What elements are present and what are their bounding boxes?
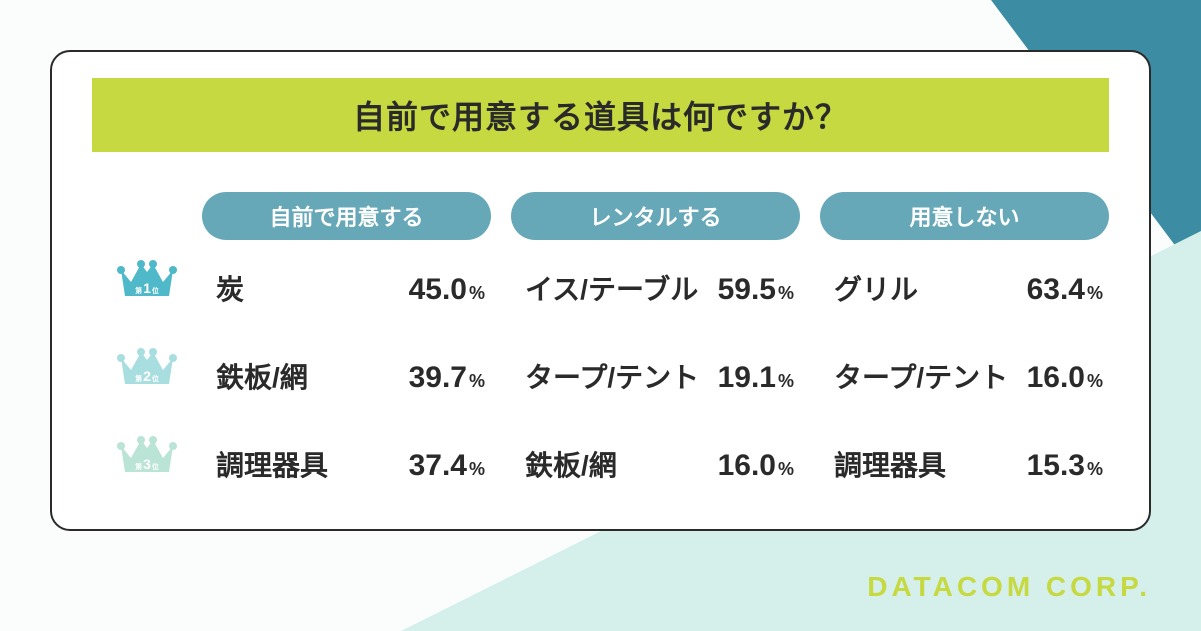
- data-columns: 自前で用意する 炭 45.0 % 鉄板/網 39.7 % 調理器具 37.4 %…: [202, 192, 1109, 532]
- percent-sign: %: [1087, 283, 1103, 304]
- percent-sign: %: [469, 283, 485, 304]
- data-row: タープ/テント 16.0 %: [820, 356, 1109, 444]
- item-name: イス/テーブル: [525, 268, 698, 308]
- item-percent: 37.4 %: [409, 449, 485, 483]
- rank-suffix: 位: [152, 374, 159, 384]
- data-row: 炭 45.0 %: [202, 268, 491, 356]
- percent-sign: %: [469, 371, 485, 392]
- rank-prefix: 第: [135, 286, 142, 296]
- item-name: 鉄板/網: [216, 356, 308, 396]
- data-column-0: 自前で用意する 炭 45.0 % 鉄板/網 39.7 % 調理器具 37.4 %: [202, 192, 491, 532]
- rank-crown-2: 第 2 位: [115, 340, 179, 390]
- card-title: 自前で用意する道具は何ですか？: [92, 78, 1109, 152]
- rank-column: 第 1 位 第 2 位 第 3 位: [92, 192, 202, 478]
- rank-suffix: 位: [152, 286, 159, 296]
- percent-value: 63.4: [1027, 273, 1085, 307]
- rank-label: 第 3 位: [135, 456, 159, 472]
- item-percent: 16.0 %: [1027, 361, 1103, 395]
- data-column-1: レンタルする イス/テーブル 59.5 % タープ/テント 19.1 % 鉄板/…: [511, 192, 800, 532]
- percent-value: 59.5: [718, 273, 776, 307]
- percent-sign: %: [778, 371, 794, 392]
- item-name: 調理器具: [216, 444, 328, 484]
- item-percent: 45.0 %: [409, 273, 485, 307]
- rank-suffix: 位: [152, 462, 159, 472]
- item-percent: 19.1 %: [718, 361, 794, 395]
- infographic-card: 自前で用意する道具は何ですか？ 第 1 位 第 2 位: [50, 50, 1151, 531]
- item-name: タープ/テント: [834, 356, 1008, 396]
- percent-value: 19.1: [718, 361, 776, 395]
- percent-value: 15.3: [1027, 449, 1085, 483]
- percent-value: 16.0: [718, 449, 776, 483]
- item-percent: 39.7 %: [409, 361, 485, 395]
- column-header: 用意しない: [820, 192, 1109, 240]
- column-header: レンタルする: [511, 192, 800, 240]
- data-row: 鉄板/網 16.0 %: [511, 444, 800, 532]
- percent-sign: %: [778, 459, 794, 480]
- item-percent: 59.5 %: [718, 273, 794, 307]
- percent-sign: %: [469, 459, 485, 480]
- rank-label: 第 2 位: [135, 368, 159, 384]
- percent-value: 16.0: [1027, 361, 1085, 395]
- column-header: 自前で用意する: [202, 192, 491, 240]
- item-percent: 16.0 %: [718, 449, 794, 483]
- rank-number: 1: [143, 280, 151, 296]
- rank-prefix: 第: [135, 462, 142, 472]
- rank-number: 3: [143, 456, 151, 472]
- data-row: 調理器具 15.3 %: [820, 444, 1109, 532]
- data-row: 調理器具 37.4 %: [202, 444, 491, 532]
- item-name: グリル: [834, 268, 918, 308]
- data-row: グリル 63.4 %: [820, 268, 1109, 356]
- data-row: 鉄板/網 39.7 %: [202, 356, 491, 444]
- rank-label: 第 1 位: [135, 280, 159, 296]
- company-logo: DATACOM CORP.: [867, 571, 1151, 603]
- percent-value: 39.7: [409, 361, 467, 395]
- percent-value: 37.4: [409, 449, 467, 483]
- data-column-2: 用意しない グリル 63.4 % タープ/テント 16.0 % 調理器具 15.…: [820, 192, 1109, 532]
- rank-prefix: 第: [135, 374, 142, 384]
- item-name: 調理器具: [834, 444, 946, 484]
- rank-crown-1: 第 1 位: [115, 252, 179, 302]
- card-content: 第 1 位 第 2 位 第 3 位 自前で用意する 炭: [92, 192, 1109, 532]
- percent-sign: %: [778, 283, 794, 304]
- data-row: イス/テーブル 59.5 %: [511, 268, 800, 356]
- percent-value: 45.0: [409, 273, 467, 307]
- percent-sign: %: [1087, 459, 1103, 480]
- item-name: 炭: [216, 268, 244, 308]
- item-percent: 15.3 %: [1027, 449, 1103, 483]
- item-name: タープ/テント: [525, 356, 699, 396]
- rank-crown-3: 第 3 位: [115, 428, 179, 478]
- item-name: 鉄板/網: [525, 444, 617, 484]
- item-percent: 63.4 %: [1027, 273, 1103, 307]
- percent-sign: %: [1087, 371, 1103, 392]
- data-row: タープ/テント 19.1 %: [511, 356, 800, 444]
- rank-number: 2: [143, 368, 151, 384]
